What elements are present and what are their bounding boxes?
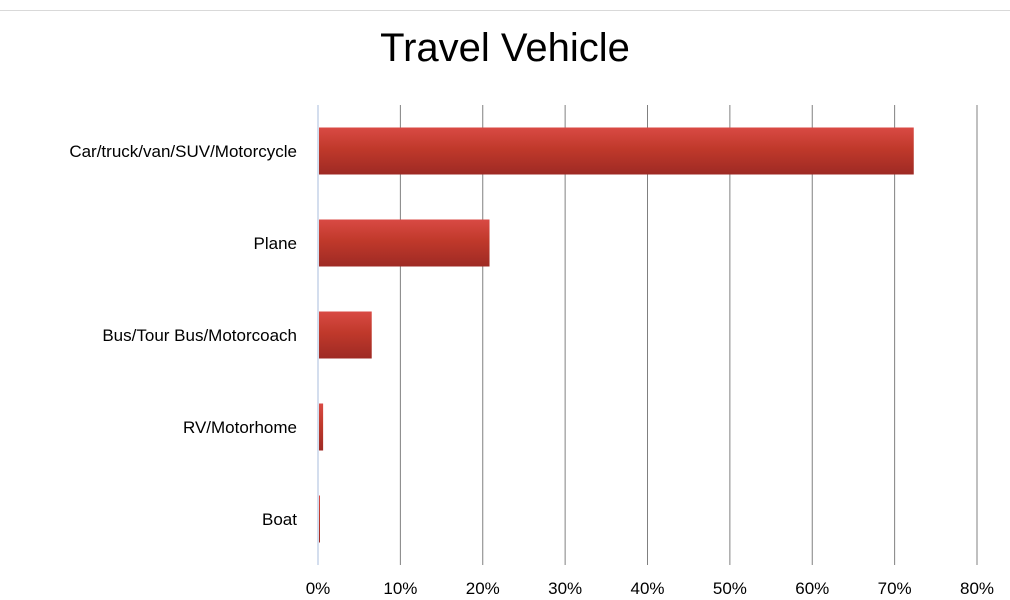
bar-bus-tour-bus-motorcoach bbox=[319, 311, 372, 359]
category-label: Car/truck/van/SUV/Motorcycle bbox=[69, 142, 297, 161]
category-label: Boat bbox=[262, 510, 297, 529]
x-tick-label: 60% bbox=[795, 579, 829, 598]
category-label: Bus/Tour Bus/Motorcoach bbox=[102, 326, 297, 345]
x-tick-label: 20% bbox=[466, 579, 500, 598]
x-tick-label: 0% bbox=[306, 579, 331, 598]
category-label: Plane bbox=[254, 234, 297, 253]
bar-plane bbox=[319, 219, 490, 267]
bar-boat bbox=[319, 495, 320, 543]
bar-car-truck-van-suv-motorcycle bbox=[319, 127, 914, 175]
x-tick-label: 10% bbox=[383, 579, 417, 598]
x-tick-label: 40% bbox=[630, 579, 664, 598]
x-tick-label: 30% bbox=[548, 579, 582, 598]
x-tick-label: 50% bbox=[713, 579, 747, 598]
bar-rv-motorhome bbox=[319, 403, 324, 451]
top-divider bbox=[0, 10, 1010, 11]
x-tick-label: 70% bbox=[878, 579, 912, 598]
chart-title: Travel Vehicle bbox=[380, 26, 630, 70]
x-tick-label: 80% bbox=[960, 579, 994, 598]
category-label: RV/Motorhome bbox=[183, 418, 297, 437]
